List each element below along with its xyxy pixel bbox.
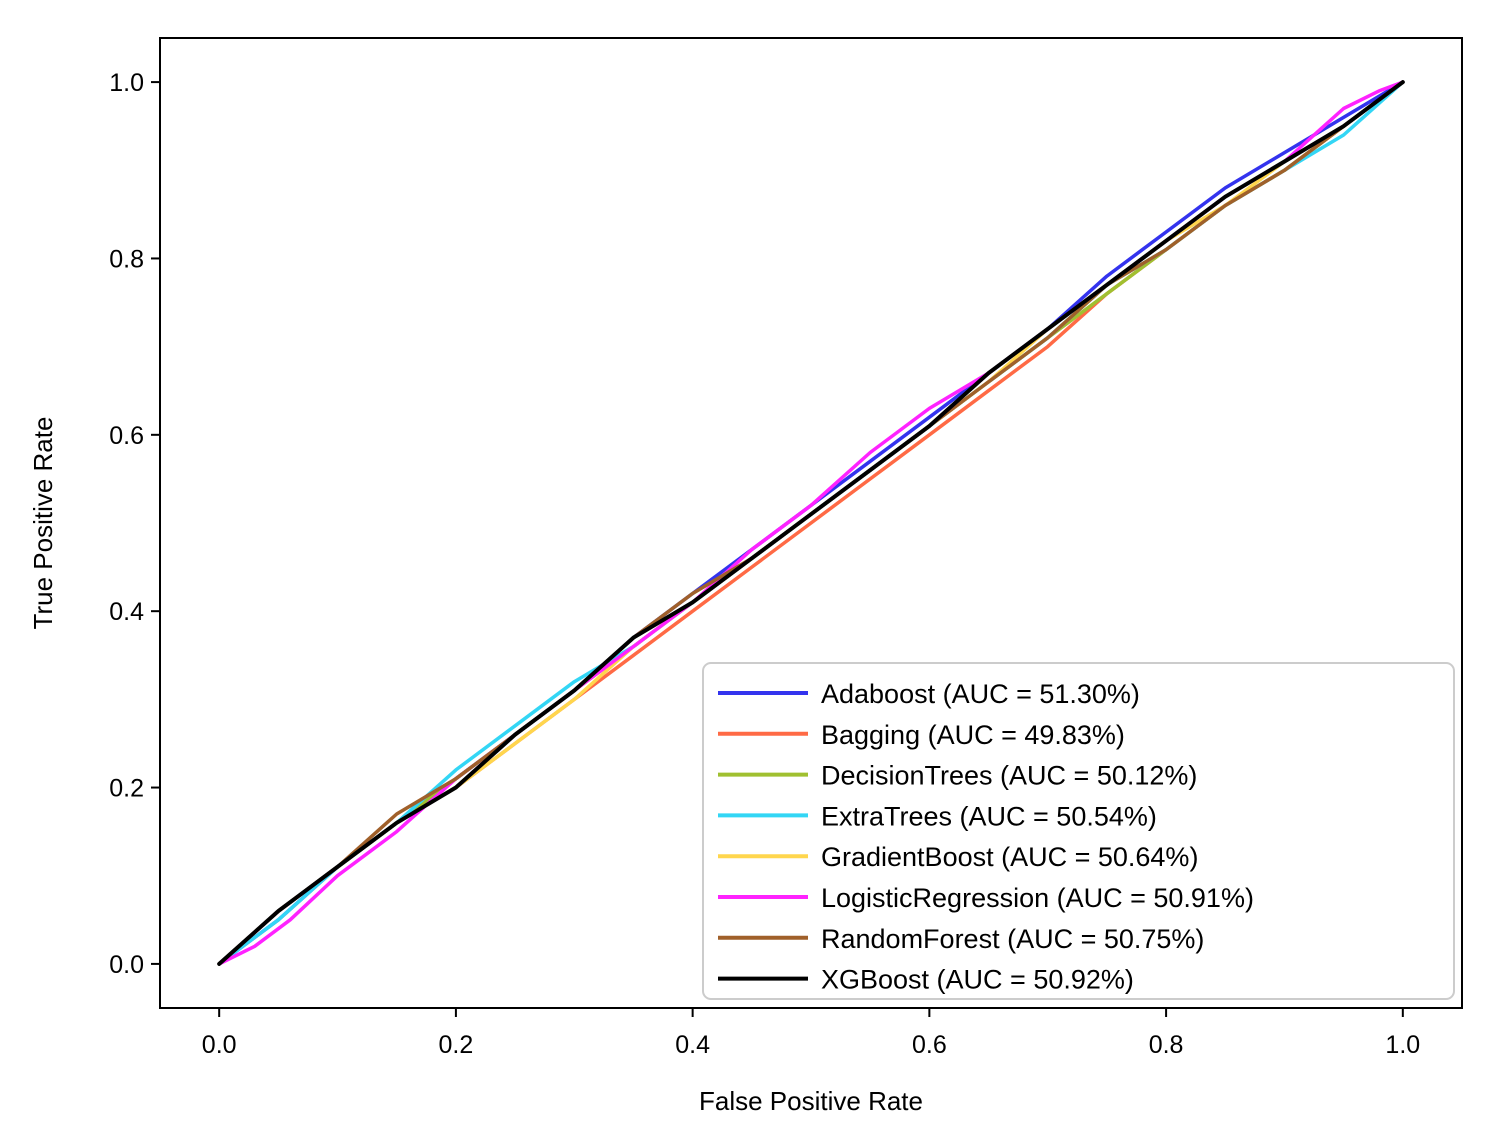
legend: Adaboost (AUC = 51.30%) Bagging (AUC = 49… [702,662,1455,1000]
series-line-8 [217,80,1405,966]
y-tick-label: 0.8 [109,245,144,273]
legend-label: Adaboost (AUC = 51.30%) [821,679,1140,709]
legend-label: LogisticRegression (AUC = 50.91%) [821,883,1254,913]
x-tick-label: 0.8 [1149,1031,1184,1059]
x-tick-label: 0.2 [439,1031,474,1059]
y-tick-label: 0.0 [109,951,144,979]
legend-label: RandomForest (AUC = 50.75%) [821,924,1204,954]
y-tick-label: 0.6 [109,422,144,450]
legend-label: Bagging (AUC = 49.83%) [821,720,1125,750]
x-axis: 0.0 0.2 0.4 0.6 0.8 1.0 [202,1008,1420,1059]
y-axis-label: True Positive Rate [28,417,58,630]
plot-frame [159,37,1463,1009]
legend-label: GradientBoost (AUC = 50.64%) [821,842,1198,872]
y-tick-label: 1.0 [109,69,144,97]
legend-label: XGBoost (AUC = 50.92%) [821,965,1134,995]
x-tick-label: 0.4 [675,1031,710,1059]
x-tick-label: 1.0 [1385,1031,1420,1059]
y-tick-label: 0.2 [109,775,144,803]
x-tick-label: 0.6 [912,1031,947,1059]
plot-lines [217,80,1405,966]
legend-box [702,662,1455,1000]
y-tick-label: 0.4 [109,598,144,626]
x-axis-label: False Positive Rate [699,1086,923,1116]
y-axis: 0.0 0.2 0.4 0.6 0.8 1.0 [109,69,160,979]
legend-label: DecisionTrees (AUC = 50.12%) [821,761,1197,791]
x-tick-label: 0.0 [202,1031,237,1059]
legend-label: ExtraTrees (AUC = 50.54%) [821,801,1157,831]
